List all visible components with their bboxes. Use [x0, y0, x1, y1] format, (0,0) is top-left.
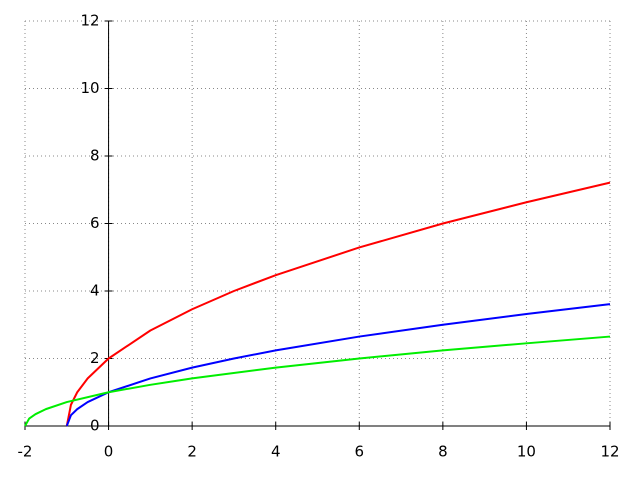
x-tick-label: 8 [438, 443, 448, 461]
y-tick-label: 6 [90, 214, 100, 232]
line [65, 303, 611, 427]
x-tick-label: 4 [271, 443, 281, 461]
x-tick-label: 6 [355, 443, 365, 461]
y-tick-label: 8 [90, 147, 100, 165]
x-tick-label: -2 [18, 443, 33, 461]
y-tick-label: 4 [90, 282, 100, 300]
x-tick-label: 2 [187, 443, 197, 461]
line [65, 181, 611, 427]
x-tick-label: 0 [104, 443, 114, 461]
x-tick-label: 12 [600, 443, 619, 461]
y-tick-label: 12 [80, 12, 99, 30]
line [24, 335, 611, 427]
x-tick-label: 10 [517, 443, 536, 461]
y-tick-label: 2 [90, 349, 100, 367]
y-tick-label: 10 [80, 79, 99, 97]
